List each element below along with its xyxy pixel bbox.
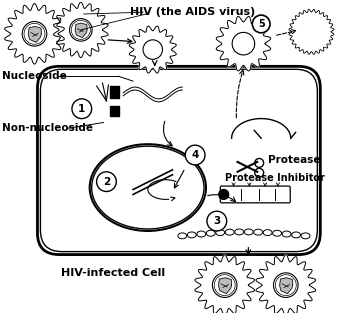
Circle shape (252, 15, 270, 33)
Ellipse shape (273, 230, 281, 236)
Text: 2: 2 (103, 177, 110, 187)
Text: Non-nucleoside: Non-nucleoside (2, 123, 93, 134)
Ellipse shape (197, 231, 206, 237)
Polygon shape (5, 3, 64, 64)
Ellipse shape (187, 232, 196, 238)
Ellipse shape (263, 230, 272, 236)
Polygon shape (75, 23, 87, 37)
Ellipse shape (90, 144, 206, 231)
Polygon shape (28, 26, 41, 42)
Polygon shape (218, 278, 231, 294)
Text: Nucleoside: Nucleoside (2, 71, 67, 81)
FancyBboxPatch shape (40, 69, 317, 252)
Ellipse shape (301, 233, 310, 239)
Circle shape (143, 40, 162, 59)
Text: 1: 1 (78, 104, 85, 114)
Circle shape (185, 145, 205, 165)
Ellipse shape (178, 233, 187, 239)
Circle shape (72, 99, 92, 118)
Polygon shape (289, 9, 334, 54)
Ellipse shape (254, 229, 262, 235)
Circle shape (70, 19, 92, 41)
Ellipse shape (244, 229, 253, 235)
Ellipse shape (235, 229, 244, 235)
Text: 3: 3 (213, 216, 220, 226)
Polygon shape (54, 2, 108, 58)
Polygon shape (280, 278, 293, 294)
Text: HIV-infected Cell: HIV-infected Cell (61, 268, 165, 278)
Circle shape (97, 172, 116, 192)
Ellipse shape (206, 230, 215, 236)
Circle shape (232, 32, 255, 55)
Circle shape (273, 273, 298, 297)
Ellipse shape (225, 229, 234, 235)
Ellipse shape (216, 230, 225, 236)
Circle shape (22, 21, 47, 46)
FancyBboxPatch shape (37, 66, 320, 255)
Ellipse shape (282, 231, 291, 237)
Text: HIV (the AIDS virus): HIV (the AIDS virus) (130, 7, 255, 17)
Text: 4: 4 (191, 150, 199, 160)
Polygon shape (195, 255, 254, 315)
Text: Protease: Protease (268, 155, 321, 165)
Text: Protease Inhibitor: Protease Inhibitor (225, 173, 324, 183)
Polygon shape (256, 255, 316, 315)
Circle shape (212, 273, 237, 297)
FancyBboxPatch shape (220, 186, 290, 203)
Polygon shape (216, 16, 271, 71)
Bar (110, 86, 119, 98)
Bar (110, 106, 119, 116)
Ellipse shape (292, 232, 301, 238)
Polygon shape (129, 26, 176, 73)
Circle shape (219, 190, 229, 199)
Circle shape (207, 211, 227, 231)
Text: 5: 5 (258, 19, 265, 29)
